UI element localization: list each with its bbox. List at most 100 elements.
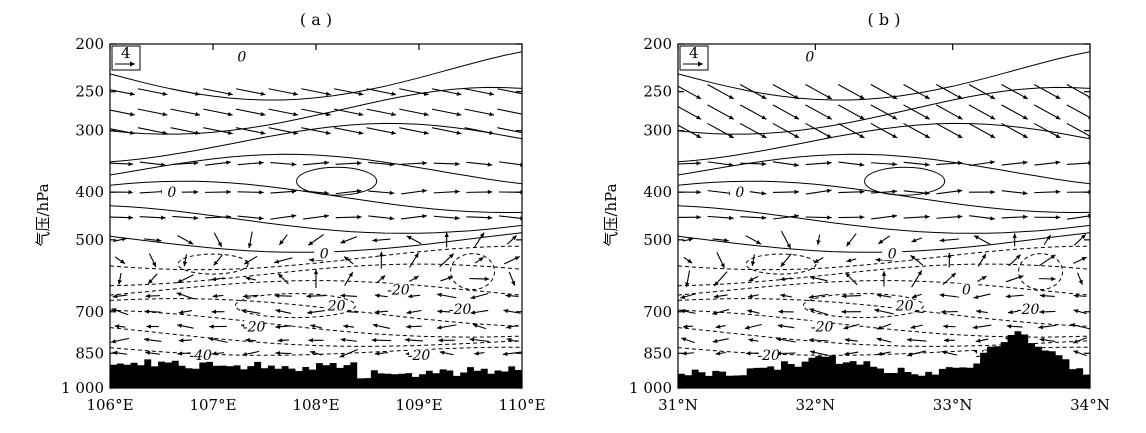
wind-vector-head <box>128 190 133 195</box>
y-tick-label: 500 <box>75 231 104 249</box>
wind-vector-head <box>407 293 413 299</box>
y-tick-label: 250 <box>643 83 672 101</box>
contour-line <box>110 205 522 234</box>
contour-loop <box>177 253 249 275</box>
wind-vector-head <box>245 276 251 281</box>
contour-line <box>678 245 1090 271</box>
wind-vector-head <box>358 130 364 135</box>
wind-vector <box>366 108 397 116</box>
wind-vector-head <box>227 130 233 135</box>
wind-vector-head <box>859 133 865 138</box>
wind-vector-head <box>374 293 380 298</box>
wind-vector <box>333 127 364 135</box>
wind-vector-head <box>413 276 419 281</box>
y-tick-label: 850 <box>643 344 672 362</box>
y-tick-label: 700 <box>643 303 672 321</box>
contour-line <box>110 327 522 347</box>
wind-vector-head <box>447 276 453 281</box>
wind-vector-head <box>794 133 800 138</box>
wind-vector-head <box>406 310 412 315</box>
wind-vector <box>707 104 735 120</box>
wind-vector-head <box>696 115 702 120</box>
wind-vector-head <box>892 189 897 194</box>
wind-vector-head <box>469 337 475 342</box>
wind-vector-head <box>1012 233 1017 238</box>
wind-vector-head <box>859 94 865 99</box>
wind-vector <box>678 105 702 120</box>
wind-vector-head <box>505 293 511 298</box>
wind-vector <box>333 88 364 96</box>
wind-vector-head <box>389 216 395 221</box>
wind-vector <box>837 122 865 139</box>
wind-vector-head <box>274 259 280 264</box>
wind-vector-head <box>859 115 865 120</box>
wind-vector-head <box>391 91 397 96</box>
wind-vector-head <box>951 272 956 278</box>
wind-vector-head <box>877 351 883 356</box>
wind-vector <box>1033 122 1061 139</box>
wind-vector-head <box>680 294 686 299</box>
wind-vector-head <box>188 240 194 245</box>
wind-vector-head <box>176 292 182 297</box>
wind-vector-head <box>438 338 443 343</box>
wind-vector-head <box>1073 350 1079 355</box>
wind-vector-head <box>278 273 283 279</box>
contour-label-bg <box>161 185 182 199</box>
wind-vector-head <box>358 91 364 96</box>
contour-line <box>678 122 1090 163</box>
wind-vector-head <box>514 256 520 261</box>
y-tick-label: 200 <box>75 35 104 53</box>
x-tick-label: 108°E <box>292 396 339 414</box>
wind-vector-head <box>489 91 495 96</box>
wind-vector-head <box>846 241 851 247</box>
wind-vector-head <box>178 310 184 315</box>
wind-vector-head <box>728 215 734 221</box>
wind-vector-head <box>990 115 996 120</box>
wind-vector-head <box>925 214 930 220</box>
wind-vector <box>707 83 735 100</box>
wind-vector-head <box>391 130 397 135</box>
wind-vector-head <box>761 115 767 120</box>
wind-vector-head <box>878 239 884 244</box>
y-tick-label: 400 <box>643 183 672 201</box>
wind-vector <box>399 127 429 135</box>
terrain <box>678 331 1090 388</box>
contour-loop <box>234 293 356 319</box>
wind-vector-head <box>117 279 122 285</box>
wind-vector-head <box>1022 160 1028 165</box>
wind-vector-head <box>404 337 410 343</box>
wind-vector-head <box>178 338 184 343</box>
y-tick-label: 850 <box>75 344 104 362</box>
wind-vector-head <box>696 161 701 166</box>
contour-label-bg <box>882 247 903 261</box>
wind-vector-head <box>892 133 898 138</box>
contour-label: 0 <box>237 49 246 65</box>
wind-vector-head <box>924 162 930 167</box>
wind-vector-head <box>310 350 316 355</box>
wind-vector-head <box>680 308 686 314</box>
wind-vector-head <box>990 94 996 99</box>
wind-vector-head <box>876 337 882 342</box>
wind-vector-head <box>794 115 800 120</box>
wind-vector <box>805 104 833 120</box>
y-tick-label: 300 <box>75 122 104 140</box>
wind-vector-head <box>325 91 331 96</box>
wind-vector-head <box>957 115 963 120</box>
wind-vector-head <box>259 190 264 195</box>
wind-vector-head <box>511 280 516 286</box>
wind-vector-head <box>1081 234 1086 240</box>
wind-vector <box>772 83 800 100</box>
wind-vector-head <box>177 351 183 356</box>
contour-label-bg <box>314 247 335 261</box>
wind-vector-head <box>389 190 395 196</box>
x-tick-label: 109°E <box>395 396 442 414</box>
wind-vector-head <box>1006 324 1012 329</box>
wind-vector-head <box>503 308 509 314</box>
wind-vector-head <box>720 263 725 269</box>
wind-vector-head <box>357 161 362 166</box>
wind-vector-head <box>924 133 930 138</box>
wind-vector-head <box>406 235 412 241</box>
wind-vector-head <box>810 350 815 355</box>
wind-vector-head <box>744 325 750 330</box>
wind-vector-head <box>777 323 783 329</box>
